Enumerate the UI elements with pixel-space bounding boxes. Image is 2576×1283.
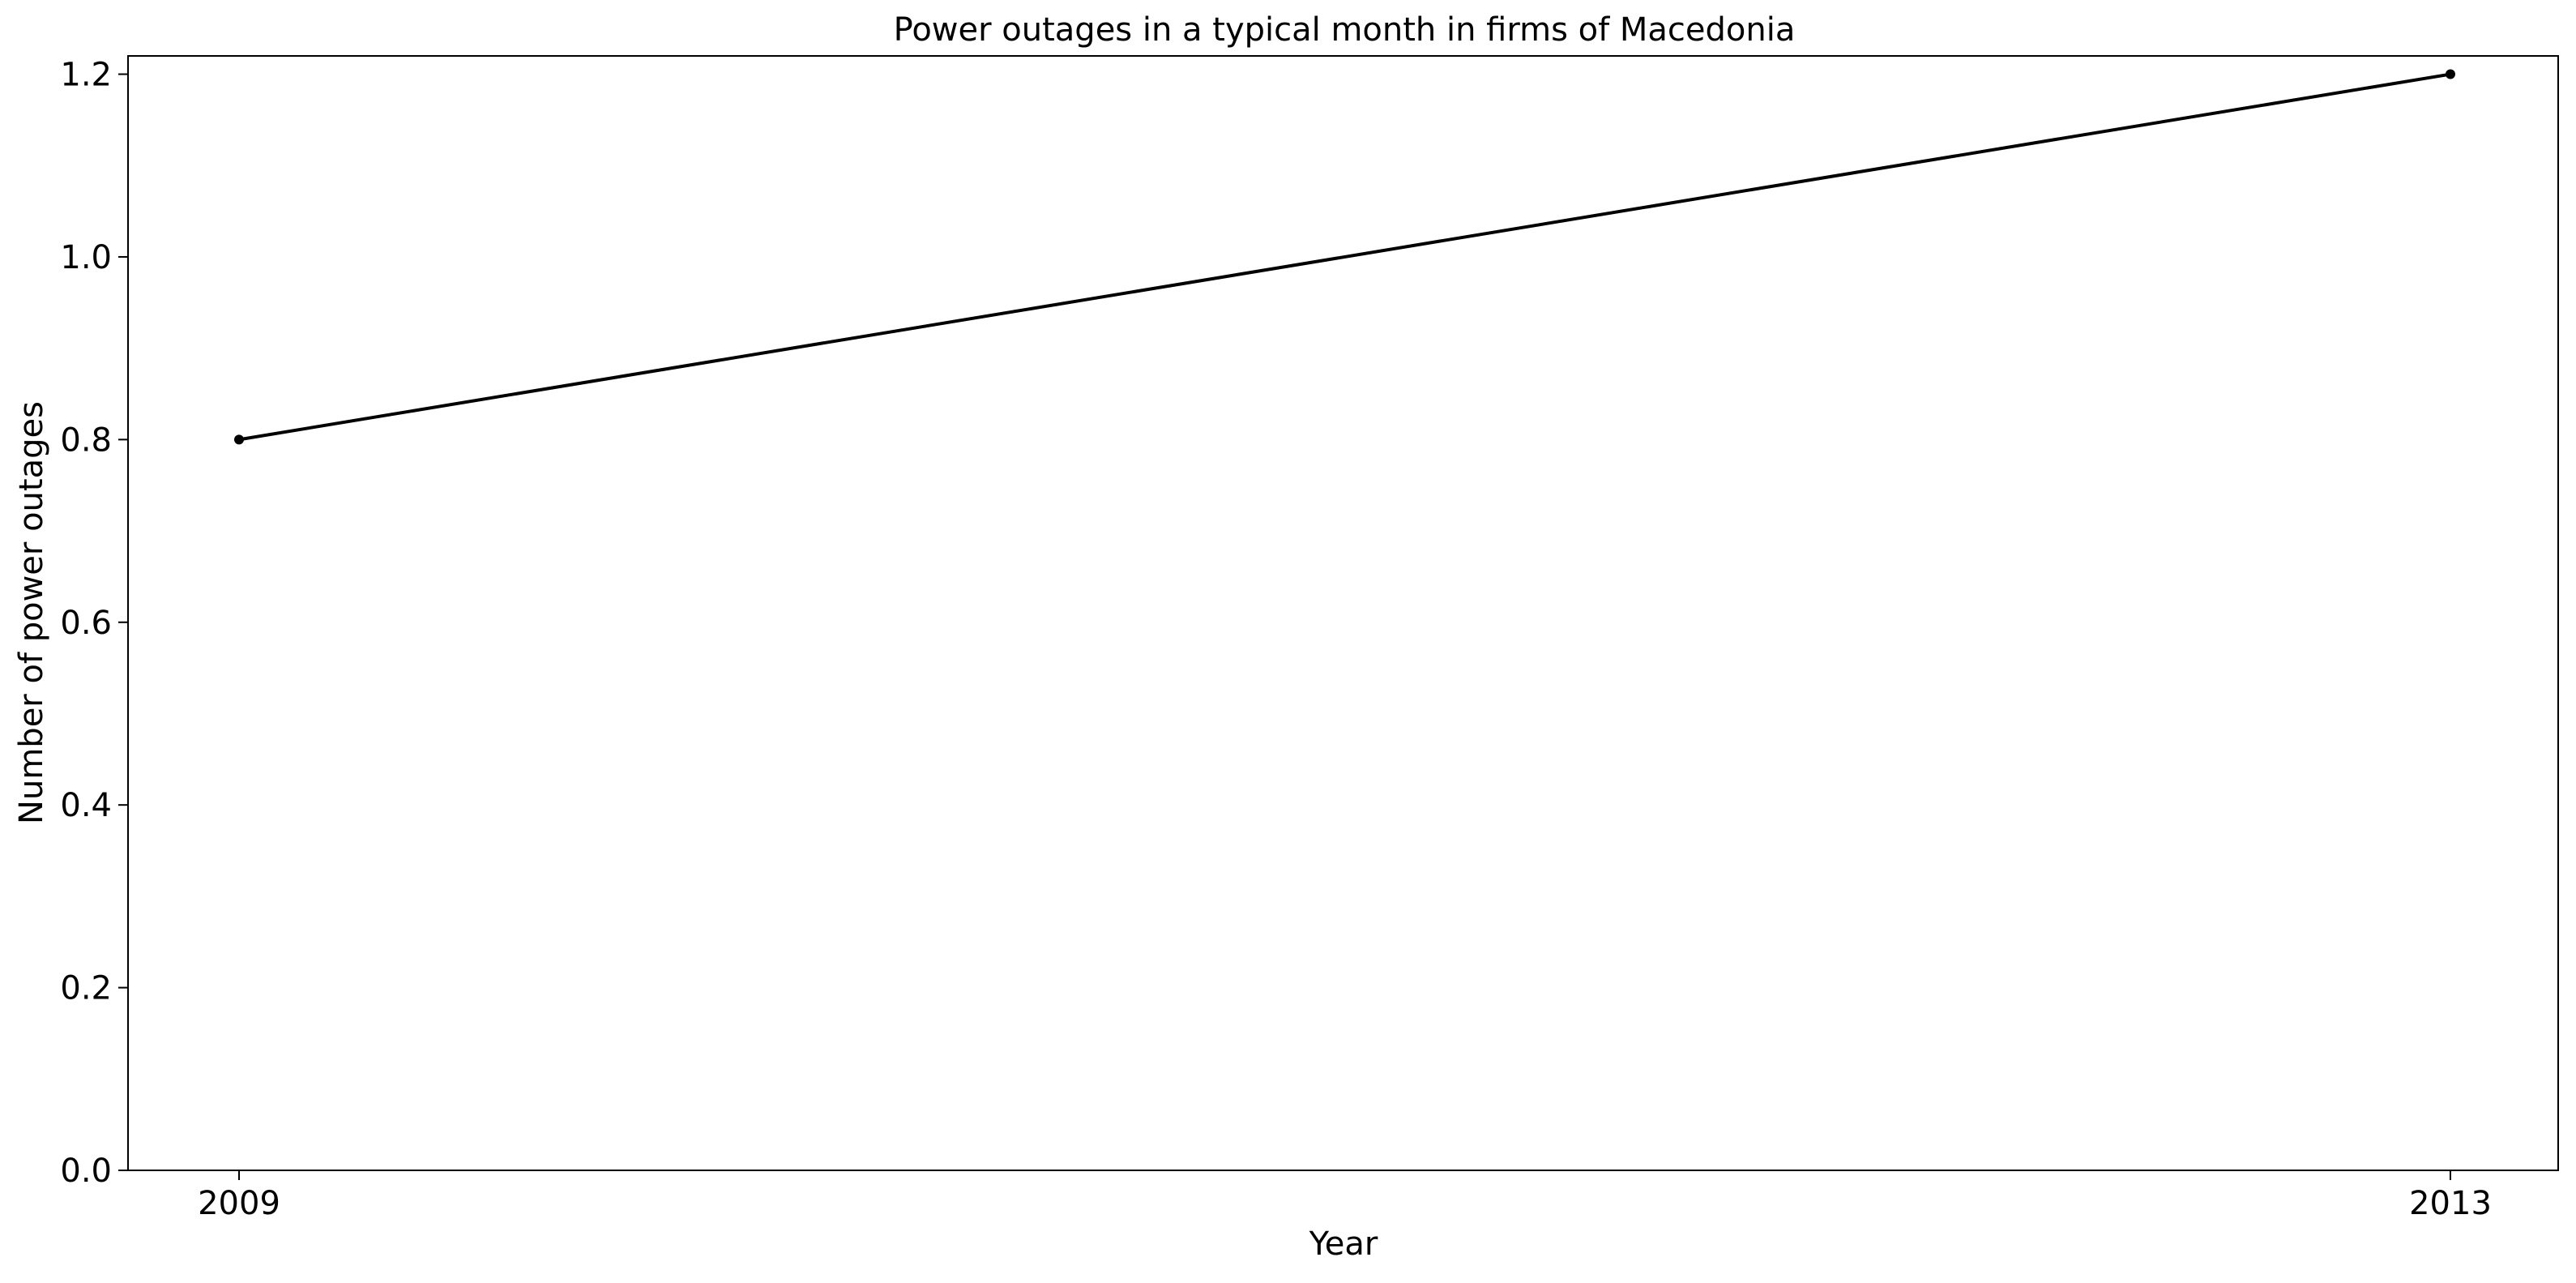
- x-axis-title: Year: [1309, 1225, 1378, 1263]
- series-line: [238, 72, 2451, 442]
- x-tick-label: 2009: [198, 1185, 280, 1222]
- y-tick-label: 0.4: [60, 787, 112, 824]
- series-layer: [234, 69, 2455, 445]
- y-tick-label: 1.2: [60, 57, 112, 94]
- x-tick-label: 2013: [2409, 1185, 2492, 1222]
- data-point: [234, 434, 244, 445]
- y-tick-label: 1.0: [60, 239, 112, 276]
- y-axis-title: Number of power outages: [13, 401, 50, 824]
- y-axis-ticks: 0.0 0.2 0.4 0.6 0.8 1.0 1.2: [60, 57, 128, 1190]
- y-tick-label: 0.6: [60, 605, 112, 642]
- data-point: [2446, 69, 2455, 79]
- y-tick-label: 0.0: [60, 1153, 112, 1190]
- y-tick-label: 0.2: [60, 970, 112, 1007]
- chart-title: Power outages in a typical month in firm…: [894, 11, 1796, 49]
- plot-area-frame: [127, 55, 2559, 1171]
- x-axis-ticks: 2009 2013: [198, 1170, 2492, 1222]
- y-tick-label: 0.8: [60, 421, 112, 459]
